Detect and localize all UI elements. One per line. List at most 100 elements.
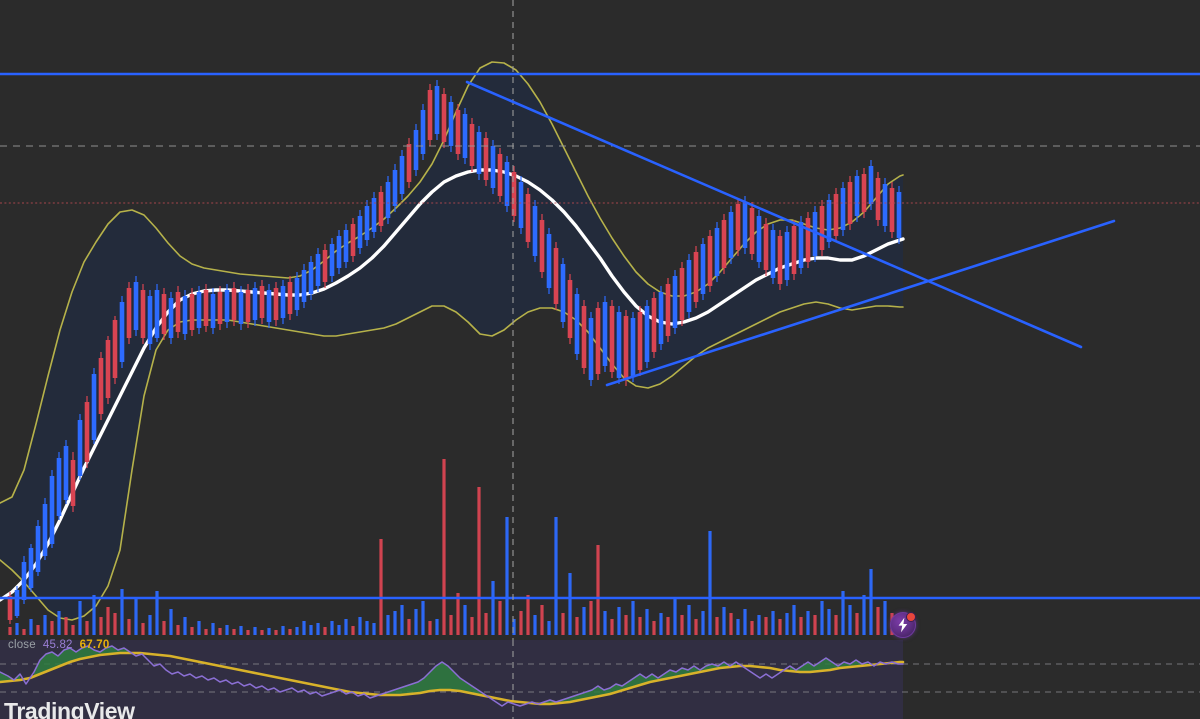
candle-body [322, 250, 328, 282]
candle-body [70, 460, 76, 506]
candle-body [651, 298, 657, 352]
candle-body [770, 230, 776, 278]
candle-body [518, 182, 524, 228]
volume-bar [36, 625, 40, 635]
candle-body [560, 264, 566, 322]
lightning-bolt-icon[interactable] [890, 612, 916, 638]
candle-body [756, 216, 762, 262]
candle-body [539, 220, 545, 272]
volume-bar [778, 619, 782, 635]
volume-bar [666, 617, 670, 635]
candle-body [35, 526, 41, 572]
volume-bar [29, 619, 33, 635]
volume-bar [617, 607, 621, 635]
volume-bar [120, 589, 124, 635]
candle-body [182, 296, 188, 334]
candle-body [336, 236, 342, 268]
candle-body [14, 590, 20, 616]
volume-bar [708, 531, 712, 635]
oscillator-series [0, 645, 905, 707]
volume-bar [281, 626, 285, 635]
volume-bar [715, 617, 719, 635]
volume-bar [463, 605, 467, 635]
candle-body [665, 284, 671, 336]
volume-bar [883, 601, 887, 635]
volume-bar [799, 617, 803, 635]
volume-bar [652, 621, 656, 635]
candle-body [7, 596, 13, 620]
candle-body [112, 320, 118, 378]
volume-bar [820, 601, 824, 635]
volume-bar [15, 623, 19, 635]
volume-bar [484, 613, 488, 635]
candle-body [784, 232, 790, 280]
candle-body [175, 292, 181, 332]
volume-bar [190, 627, 194, 635]
volume-bar [701, 611, 705, 635]
oscillator-positive-fill [544, 662, 736, 704]
volume-bar [288, 629, 292, 635]
candle-body [532, 206, 538, 256]
volume-bar [43, 615, 47, 635]
candle-body [581, 306, 587, 368]
volume-bar [491, 581, 495, 635]
candle-body [728, 212, 734, 258]
candle-body [294, 278, 300, 310]
volume-bar [876, 607, 880, 635]
candle-body [791, 226, 797, 274]
candle-body [700, 244, 706, 294]
candle-body [245, 290, 251, 322]
volume-bar [295, 627, 299, 635]
candle-body [462, 114, 468, 158]
candle-body [210, 294, 216, 328]
candle-body [833, 194, 839, 236]
volume-bar [610, 619, 614, 635]
volume-bar [736, 619, 740, 635]
candle-body [84, 402, 90, 462]
candle-body [77, 420, 83, 476]
volume-bar [78, 601, 82, 635]
bollinger-lower-band [0, 301, 904, 621]
candle-body [406, 144, 412, 182]
candle-body [140, 290, 146, 338]
volume-bar [547, 621, 551, 635]
candle-body [721, 220, 727, 268]
volume-bar [512, 619, 516, 635]
trendline-ascending[interactable] [605, 219, 1116, 387]
candle-body [483, 138, 489, 180]
candle-body [329, 244, 335, 276]
candle-body [42, 504, 48, 556]
candle-body [889, 188, 895, 232]
candle-body [315, 254, 321, 286]
volume-bar [337, 625, 341, 635]
volume-bar [99, 617, 103, 635]
candle-body [441, 94, 447, 142]
volume-bar [855, 613, 859, 635]
volume-bar [267, 628, 271, 635]
candle-body [217, 292, 223, 324]
candle-body [343, 230, 349, 262]
candle-body [392, 170, 398, 206]
candle-body [868, 166, 874, 204]
volume-bar [729, 613, 733, 635]
volume-bar [183, 617, 187, 635]
candle-body [686, 260, 692, 312]
volume-bar [638, 617, 642, 635]
volume-bar [148, 615, 152, 635]
trendline-descending[interactable] [465, 80, 1083, 349]
volume-bar [330, 621, 334, 635]
volume-bar [659, 613, 663, 635]
volume-bar [232, 629, 236, 635]
volume-bar [477, 487, 481, 635]
volume-bar [498, 601, 502, 635]
candle-body [420, 110, 426, 154]
volume-bar [351, 626, 355, 635]
oscillator-positive-fill [790, 658, 868, 672]
volume-bar [204, 629, 208, 635]
volume-bar [568, 573, 572, 635]
candle-body [749, 208, 755, 254]
candle-body [105, 340, 111, 398]
